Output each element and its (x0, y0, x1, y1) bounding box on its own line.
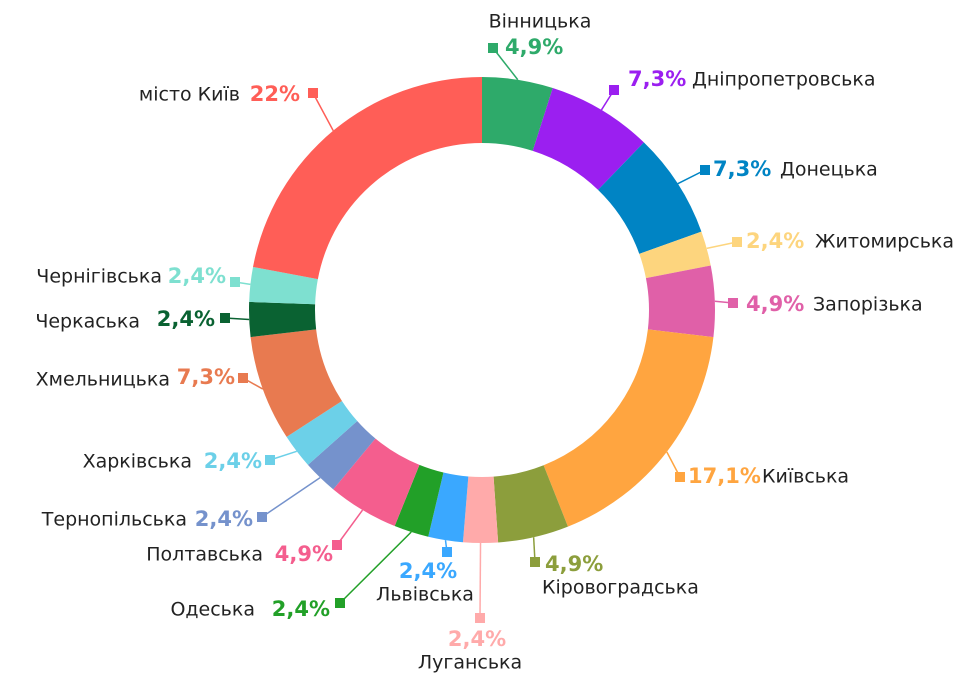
value-label: 2,4% (448, 627, 506, 651)
label-marker (442, 547, 452, 557)
category-label: Львівська (376, 584, 474, 606)
donut-segment (253, 77, 482, 280)
category-label: Кіровоградська (542, 577, 699, 599)
category-label: Полтавська (146, 544, 263, 566)
category-label: Одеська (170, 599, 255, 621)
leader-line (336, 509, 364, 546)
label-marker (238, 373, 248, 383)
value-label: 7,3% (177, 365, 235, 389)
label-marker (488, 43, 498, 53)
label-marker (530, 557, 540, 567)
value-label: 17,1% (688, 464, 761, 488)
value-label: 2,4% (168, 264, 226, 288)
value-label: 7,3% (628, 67, 686, 91)
donut-segment (249, 266, 318, 305)
category-label: Хмельницька (36, 369, 170, 391)
label-marker (475, 613, 485, 623)
label-marker (335, 598, 345, 608)
category-label: Харківська (83, 451, 192, 473)
value-label: 7,3% (713, 157, 771, 181)
value-label: 2,4% (157, 307, 215, 331)
leader-line (339, 531, 412, 604)
category-label: Черкаська (35, 311, 140, 333)
label-marker (308, 88, 318, 98)
donut-segment (394, 464, 444, 537)
leader-line (479, 542, 482, 619)
category-label: Київська (762, 466, 849, 488)
value-label: 4,9% (275, 542, 333, 566)
leader-line (492, 47, 519, 81)
donut-segment (543, 329, 714, 527)
value-label: 2,4% (399, 559, 457, 583)
donut-segment (532, 87, 644, 190)
label-marker (728, 298, 738, 308)
donut-segment (462, 476, 499, 543)
donut-segment (639, 231, 711, 279)
donut-segment (307, 421, 376, 490)
leader-line (261, 476, 321, 518)
label-marker (332, 540, 342, 550)
category-label: Дніпропетровська (692, 69, 875, 91)
value-label: 4,9% (505, 35, 563, 59)
category-label: Тернопільська (41, 509, 187, 531)
donut-segment (249, 301, 317, 338)
value-label: 4,9% (545, 552, 603, 576)
leader-line (706, 241, 738, 250)
donut-segment (333, 438, 420, 527)
value-label: 4,9% (746, 292, 804, 316)
value-label: 2,4% (746, 229, 804, 253)
category-label: Вінницька (489, 11, 592, 33)
donut-segment (250, 329, 342, 437)
category-label: Житомирська (815, 231, 954, 253)
value-label: 2,4% (204, 449, 262, 473)
category-label: місто Київ (139, 84, 240, 106)
label-marker (265, 455, 275, 465)
leader-line (312, 92, 334, 132)
value-label: 2,4% (195, 507, 253, 531)
label-marker (220, 313, 230, 323)
label-marker (675, 472, 685, 482)
donut-segment (493, 465, 568, 543)
label-marker (257, 512, 267, 522)
label-marker (609, 85, 619, 95)
value-label: 2,4% (272, 597, 330, 621)
donut-segment (598, 142, 702, 254)
label-marker (700, 165, 710, 175)
label-marker (732, 237, 742, 247)
value-label: 22% (250, 82, 300, 106)
category-label: Луганська (418, 652, 522, 673)
label-marker (230, 277, 240, 287)
category-label: Донецька (780, 159, 878, 181)
category-label: Чернігівська (36, 266, 162, 288)
category-label: Запорізька (813, 294, 923, 316)
donut-segment (286, 400, 358, 465)
donut-segment (645, 265, 715, 338)
donut-segment (428, 472, 469, 543)
donut-segment (482, 77, 553, 151)
